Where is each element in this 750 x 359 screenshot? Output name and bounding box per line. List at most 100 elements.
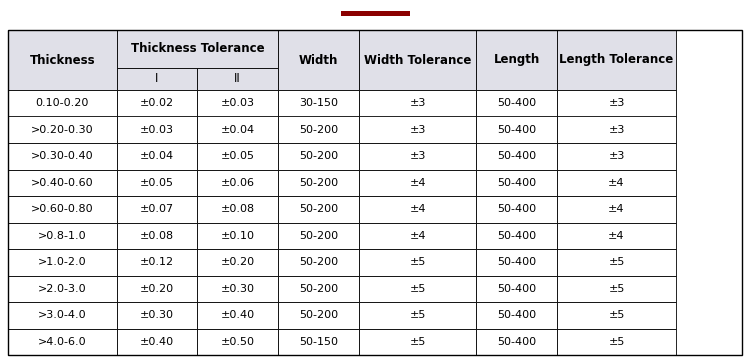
Bar <box>557 328 676 355</box>
Bar <box>358 275 476 302</box>
Text: 50-200: 50-200 <box>299 284 338 294</box>
Text: Thickness Tolerance: Thickness Tolerance <box>130 42 264 56</box>
Bar <box>197 328 278 355</box>
Bar <box>8 302 117 328</box>
Text: 50-400: 50-400 <box>497 178 536 188</box>
Bar <box>278 30 358 90</box>
Bar <box>197 223 278 249</box>
Text: ±4: ±4 <box>608 178 625 188</box>
Bar <box>557 302 676 328</box>
Text: ±0.05: ±0.05 <box>220 151 255 161</box>
Text: >4.0-6.0: >4.0-6.0 <box>38 337 87 347</box>
Text: 50-400: 50-400 <box>497 284 536 294</box>
Text: ±5: ±5 <box>608 337 625 347</box>
Text: >0.30-0.40: >0.30-0.40 <box>31 151 94 161</box>
Bar <box>197 275 278 302</box>
Bar <box>557 275 676 302</box>
Bar <box>197 143 278 169</box>
Text: ±0.02: ±0.02 <box>140 98 174 108</box>
Text: >0.8-1.0: >0.8-1.0 <box>38 231 87 241</box>
Bar <box>8 169 117 196</box>
Text: >2.0-3.0: >2.0-3.0 <box>38 284 87 294</box>
Text: 50-400: 50-400 <box>497 98 536 108</box>
Text: Thickness: Thickness <box>29 53 95 66</box>
Bar <box>476 196 557 223</box>
Text: ±4: ±4 <box>410 204 426 214</box>
Bar <box>278 169 358 196</box>
Text: ±3: ±3 <box>410 98 426 108</box>
Text: ±0.20: ±0.20 <box>140 284 174 294</box>
Bar <box>557 169 676 196</box>
Text: ±0.20: ±0.20 <box>220 257 255 267</box>
Text: ±0.04: ±0.04 <box>140 151 174 161</box>
Bar <box>117 328 197 355</box>
Bar <box>117 143 197 169</box>
Bar <box>358 143 476 169</box>
Text: ±5: ±5 <box>608 284 625 294</box>
Text: ±0.04: ±0.04 <box>220 125 255 135</box>
Bar <box>358 169 476 196</box>
Bar <box>557 143 676 169</box>
Bar <box>476 117 557 143</box>
Bar <box>476 143 557 169</box>
Text: ±0.08: ±0.08 <box>140 231 174 241</box>
Text: Length: Length <box>494 53 540 66</box>
Bar <box>358 249 476 275</box>
Text: >3.0-4.0: >3.0-4.0 <box>38 310 87 320</box>
Bar <box>197 68 278 90</box>
Text: 30-150: 30-150 <box>299 98 338 108</box>
Bar <box>476 328 557 355</box>
Bar <box>117 169 197 196</box>
Text: ±0.40: ±0.40 <box>220 310 255 320</box>
Bar <box>476 169 557 196</box>
Bar <box>278 143 358 169</box>
Bar <box>476 90 557 117</box>
Text: ±0.07: ±0.07 <box>140 204 174 214</box>
Bar <box>557 249 676 275</box>
Bar <box>557 117 676 143</box>
Bar <box>340 11 410 16</box>
Text: 50-400: 50-400 <box>497 231 536 241</box>
Text: ±0.08: ±0.08 <box>220 204 255 214</box>
Bar <box>278 249 358 275</box>
Bar <box>8 117 117 143</box>
Text: 50-400: 50-400 <box>497 151 536 161</box>
Text: ±5: ±5 <box>410 337 426 347</box>
Bar <box>8 30 117 90</box>
Bar <box>476 223 557 249</box>
Bar <box>117 249 197 275</box>
Text: ±4: ±4 <box>608 231 625 241</box>
Text: ±4: ±4 <box>608 204 625 214</box>
Text: 50-400: 50-400 <box>497 257 536 267</box>
Bar <box>117 30 278 68</box>
Text: 50-400: 50-400 <box>497 337 536 347</box>
Text: ±5: ±5 <box>410 310 426 320</box>
Bar <box>8 196 117 223</box>
Bar <box>358 117 476 143</box>
Text: ±3: ±3 <box>410 125 426 135</box>
Bar <box>278 90 358 117</box>
Text: >0.40-0.60: >0.40-0.60 <box>31 178 94 188</box>
Text: 50-200: 50-200 <box>299 125 338 135</box>
Bar <box>278 223 358 249</box>
Bar <box>358 223 476 249</box>
Bar <box>476 275 557 302</box>
Text: ±5: ±5 <box>410 257 426 267</box>
Text: ±0.30: ±0.30 <box>220 284 255 294</box>
Text: I: I <box>155 73 159 85</box>
Bar <box>117 275 197 302</box>
Text: ±0.03: ±0.03 <box>140 125 174 135</box>
Text: 50-150: 50-150 <box>299 337 338 347</box>
Text: 50-400: 50-400 <box>497 310 536 320</box>
Text: ±0.12: ±0.12 <box>140 257 174 267</box>
Text: II: II <box>234 73 241 85</box>
Bar <box>278 302 358 328</box>
Bar <box>197 117 278 143</box>
Text: ±4: ±4 <box>410 178 426 188</box>
Bar <box>197 249 278 275</box>
Text: 50-200: 50-200 <box>299 231 338 241</box>
Text: 0.10-0.20: 0.10-0.20 <box>36 98 89 108</box>
Text: ±0.50: ±0.50 <box>220 337 255 347</box>
Bar <box>278 328 358 355</box>
Bar <box>117 196 197 223</box>
